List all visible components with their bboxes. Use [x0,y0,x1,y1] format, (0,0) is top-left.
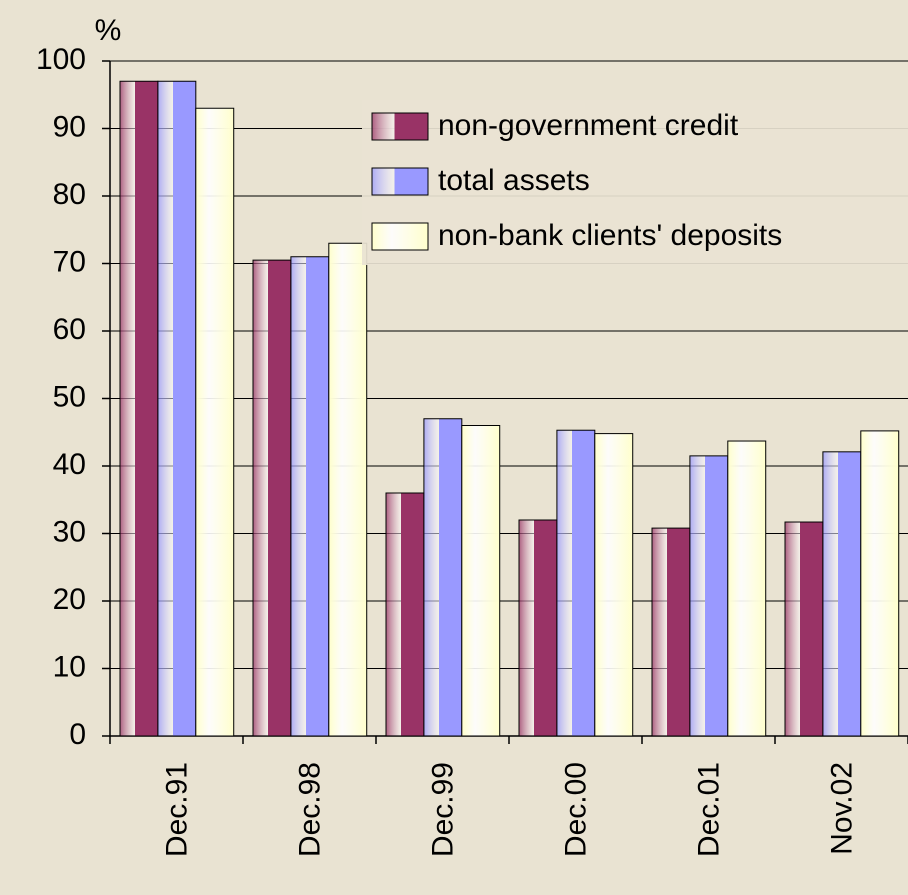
y-tick-label: 60 [53,313,86,346]
x-tick-label: Dec.99 [426,762,459,857]
y-tick-label: 70 [53,245,86,278]
bar [290,256,330,737]
bar [556,429,596,737]
x-tick-label: Nov.02 [825,762,858,855]
bar [385,492,425,737]
bar [784,521,824,737]
bar [157,80,197,737]
bar [651,527,691,737]
legend-label: non-government credit [438,109,739,142]
bar [119,80,159,737]
x-tick-label: Dec.98 [293,762,326,857]
legend-box [362,100,908,265]
y-tick-label: 0 [69,718,86,751]
y-tick-label: 90 [53,110,86,143]
bar [518,519,558,737]
y-tick-label: 30 [53,515,86,548]
bar [689,455,729,737]
x-tick-label: Dec.01 [692,762,725,857]
legend-swatch [371,222,429,251]
bar [822,451,862,737]
bar [328,242,368,737]
bar [195,107,235,737]
legend-swatch [371,112,429,141]
bar [727,440,767,737]
x-tick-label: Dec.00 [559,762,592,857]
bar [423,418,463,737]
bar [252,259,292,737]
bar [594,433,634,737]
y-tick-label: 80 [53,178,86,211]
bar [461,425,501,737]
bar [860,430,900,737]
y-axis-label: % [95,14,122,47]
legend-label: total assets [438,164,590,197]
y-tick-label: 50 [53,380,86,413]
y-tick-label: 20 [53,583,86,616]
y-tick-label: 100 [36,43,86,76]
y-tick-label: 40 [53,448,86,481]
x-tick-label: Dec.91 [160,762,193,857]
y-tick-label: 10 [53,650,86,683]
legend-swatch [371,167,429,196]
legend-label: non-bank clients' deposits [438,219,782,252]
